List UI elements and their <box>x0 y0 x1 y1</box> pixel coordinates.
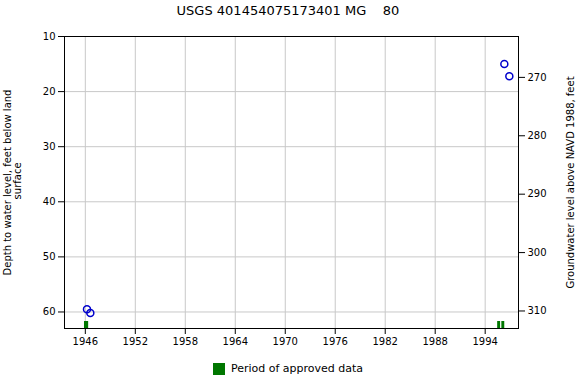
svg-text:Depth to water level, feet bel: Depth to water level, feet below land su… <box>2 90 23 276</box>
svg-text:60: 60 <box>43 306 56 317</box>
svg-text:280: 280 <box>528 130 547 141</box>
svg-text:20: 20 <box>43 86 56 97</box>
svg-text:1958: 1958 <box>173 336 198 347</box>
svg-text:1946: 1946 <box>73 336 98 347</box>
svg-text:40: 40 <box>43 196 56 207</box>
html-text:USGS 401454075173401 MG 80: USGS 401454075173401 MG 80 <box>176 3 400 18</box>
svg-text:Groundwater level above NAVD 1: Groundwater level above NAVD 1988, feet <box>565 76 576 288</box>
svg-text:1952: 1952 <box>123 336 148 347</box>
svg-text:50: 50 <box>43 251 56 262</box>
svg-text:1964: 1964 <box>223 336 248 347</box>
svg-text:1976: 1976 <box>323 336 348 347</box>
svg-text:270: 270 <box>528 72 547 83</box>
svg-text:310: 310 <box>528 305 547 316</box>
html-text:Period of approved data: Period of approved data <box>230 362 364 375</box>
svg-text:1970: 1970 <box>273 336 298 347</box>
svg-text:10: 10 <box>43 31 56 42</box>
svg-text:290: 290 <box>528 188 547 199</box>
svg-text:300: 300 <box>528 247 547 258</box>
svg-text:1982: 1982 <box>372 336 397 347</box>
svg-text:1988: 1988 <box>422 336 447 347</box>
svg-text:1994: 1994 <box>472 336 497 347</box>
svg-text:30: 30 <box>43 141 56 152</box>
